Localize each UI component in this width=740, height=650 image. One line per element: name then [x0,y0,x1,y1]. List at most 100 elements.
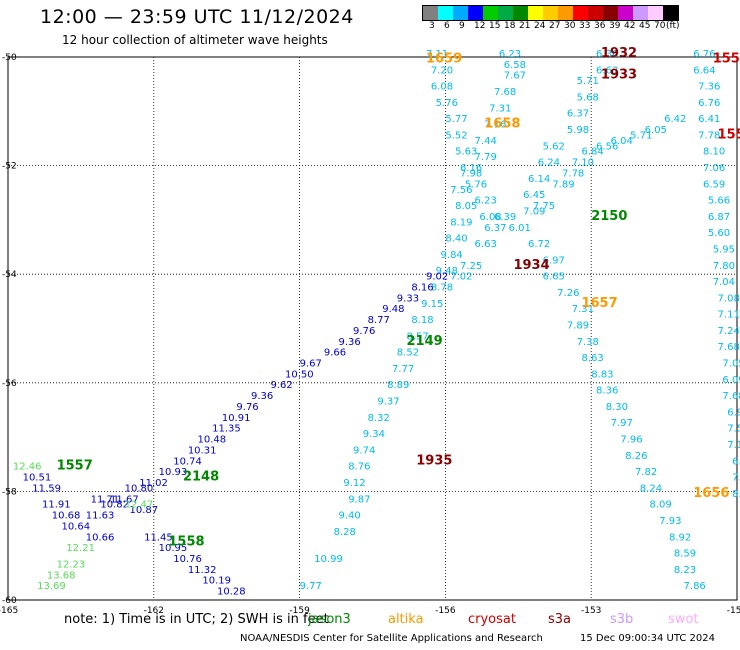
satellite-legend-s3b: s3b [610,612,634,627]
wave-height-value: 7.97 [611,418,633,429]
wave-height-value: 9.67 [300,359,322,370]
wave-height-value: 5.71 [630,130,652,141]
color-scale-label: 70 [654,21,666,31]
wave-height-value: 7.64 [732,473,740,484]
wave-height-value: 10.93 [159,467,188,478]
y-tick-label: -50 [2,53,17,63]
color-swatch [543,6,558,20]
wave-height-value: 10.76 [173,554,202,565]
color-scale-label: 3 [429,21,435,31]
satellite-legend-swot: swot [668,612,699,627]
color-swatch [423,6,438,20]
wave-height-value: 5.63 [455,147,477,158]
pass-time-label: 1558 [168,535,204,550]
wave-height-value: 7.68 [718,342,740,353]
wave-height-value: 5.76 [465,179,487,190]
wave-height-value: 7.56 [450,185,472,196]
x-tick-label: -159 [289,606,310,616]
wave-height-value: 7.05 [722,359,740,370]
wave-height-value: 7.68 [722,391,740,402]
wave-height-value: 13.68 [47,570,76,581]
pass-time-label: 1553 [718,127,740,142]
wave-height-value: 7.75 [533,201,555,212]
wave-height-value: 6.41 [698,114,720,125]
wave-height-value: 7.78 [562,168,584,179]
color-swatch [603,6,618,20]
wave-height-value: 11.63 [86,511,115,522]
wave-height-value: 7.18 [727,440,740,451]
wave-height-value: 7.26 [557,288,579,299]
wave-height-value: 8.18 [411,315,433,326]
wave-height-value: 7.96 [620,435,642,446]
color-swatch [633,6,648,20]
wave-height-value: 7.80 [713,261,735,272]
wave-height-value: 10.68 [52,511,81,522]
wave-height-value: 10.19 [202,576,231,587]
x-tick-label: -165 [0,606,18,616]
pass-time-label: 1557 [57,459,93,474]
wave-height-value: 11.45 [144,532,173,543]
wave-height-value: 7.38 [577,337,599,348]
wave-height-value: 7.10 [572,158,594,169]
wave-height-value: 6.97 [543,255,565,266]
wave-height-value: 6.01 [509,223,531,234]
wave-height-value: 6.65 [543,272,565,283]
wave-height-value: 6.45 [523,190,545,201]
wave-height-value: 6.84 [581,147,603,158]
wave-height-value: 6.09 [722,375,740,386]
color-swatch [528,6,543,20]
wave-height-value: 7.44 [475,136,497,147]
wave-height-value: 6.76 [698,98,720,109]
wave-height-value: 5.76 [436,98,458,109]
wave-height-value: 9.36 [338,337,360,348]
wave-height-value: 7.08 [718,293,740,304]
color-scale-bar [422,5,679,21]
generated-timestamp: 15 Dec 09:00:34 UTC 2024 [580,633,715,644]
x-tick-label: -150 [727,606,740,616]
wave-height-value: 7.67 [504,71,526,82]
wave-height-value: 7.68 [494,87,516,98]
wave-height-value: 11.59 [32,483,61,494]
y-tick-label: -60 [2,596,17,606]
wave-height-value: 6.37 [567,109,589,120]
color-swatch [558,6,573,20]
wave-height-value: 12.46 [13,462,42,473]
wave-height-value: 7.77 [392,364,414,375]
x-tick-label: -153 [581,606,601,616]
wave-height-value: 11.91 [42,500,71,511]
color-swatch [588,6,603,20]
credit-line: NOAA/NESDIS Center for Satellite Applica… [240,633,543,644]
wave-height-value: 8.59 [674,549,696,560]
wave-height-value: 8.26 [625,451,647,462]
wave-height-value: 6.76 [693,49,715,60]
color-swatch [453,6,468,20]
y-tick-label: -54 [2,270,17,280]
wave-height-value: 7.89 [552,179,574,190]
page-subtitle: 12 hour collection of altimeter wave hei… [62,33,328,47]
wave-height-value: 9.36 [251,391,273,402]
wave-height-value: 7.04 [713,277,735,288]
wave-height-value: 7.24 [718,326,740,337]
pass-time-label: 1934 [513,258,549,273]
wave-height-value: 11.71 [91,494,120,505]
wave-height-value: 10.99 [314,554,343,565]
wave-height-value: 5.98 [567,125,589,136]
wave-height-value: 5.66 [708,196,730,207]
wave-height-value: 10.80 [125,483,154,494]
x-tick-label: -156 [435,606,456,616]
color-scale-label: 12 [474,21,486,31]
wave-height-value: 7.98 [460,168,482,179]
wave-height-value: 8.76 [348,462,370,473]
wave-height-value: 8.28 [334,527,356,538]
pass-time-label: 2150 [591,209,627,224]
satellite-legend-s3a: s3a [548,612,572,627]
wave-height-value: 7.31 [489,103,511,114]
wave-height-value: 9.76 [353,326,375,337]
wave-height-value: 9.33 [397,293,419,304]
wave-height-value: 10.74 [173,456,202,467]
wave-height-value: 5.60 [708,228,730,239]
wave-height-value: 10.95 [159,543,188,554]
wave-height-value: 5.77 [445,114,467,125]
wave-height-value: 7.78 [698,130,720,141]
wave-height-value: 10.28 [217,587,246,598]
